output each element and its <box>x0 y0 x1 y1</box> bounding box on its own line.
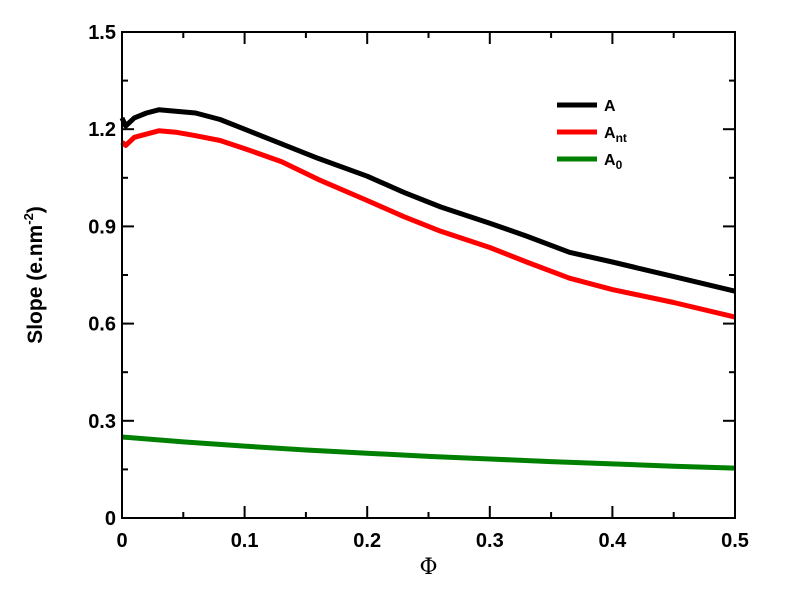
y-tick-label: 1.2 <box>88 119 116 141</box>
y-axis-title-tail: ) <box>24 206 47 213</box>
legend-label-a-nt: Ant <box>604 125 627 145</box>
legend-label-a: A <box>604 98 616 115</box>
legend: A Ant A0 <box>557 98 627 172</box>
x-tick-label: 0 <box>116 530 127 552</box>
y-tick-label: 0.6 <box>88 314 116 336</box>
y-tick-label: 0.3 <box>88 411 116 433</box>
y-axis-title: Slope (e.nm-2) <box>21 206 47 344</box>
series-line-a-0 <box>121 434 736 471</box>
x-tick-label: 0.5 <box>721 530 749 552</box>
x-tick-label: 0.2 <box>353 530 381 552</box>
y-tick-label: 0.9 <box>88 216 116 238</box>
series-line-a <box>119 107 736 294</box>
y-tick-label: 0 <box>105 508 116 530</box>
x-tick-label: 0.4 <box>598 530 627 552</box>
series-line-a-nt <box>120 128 736 320</box>
x-axis-title: Φ <box>419 555 437 580</box>
series-lines <box>119 107 736 471</box>
y-axis-title-main: Slope (e.nm <box>24 225 47 344</box>
plot-frame <box>121 31 736 519</box>
tick-labels: 0 0.1 0.2 0.3 0.4 0.5 0 0.3 0.6 0.9 1.2 1.5 <box>88 22 749 552</box>
x-tick-label: 0.1 <box>231 530 259 552</box>
legend-label-a-0: A0 <box>604 152 623 172</box>
y-axis-title-superscript: -2 <box>21 213 36 225</box>
x-tick-label: 0.3 <box>476 530 504 552</box>
y-tick-label: 1.5 <box>88 22 116 44</box>
